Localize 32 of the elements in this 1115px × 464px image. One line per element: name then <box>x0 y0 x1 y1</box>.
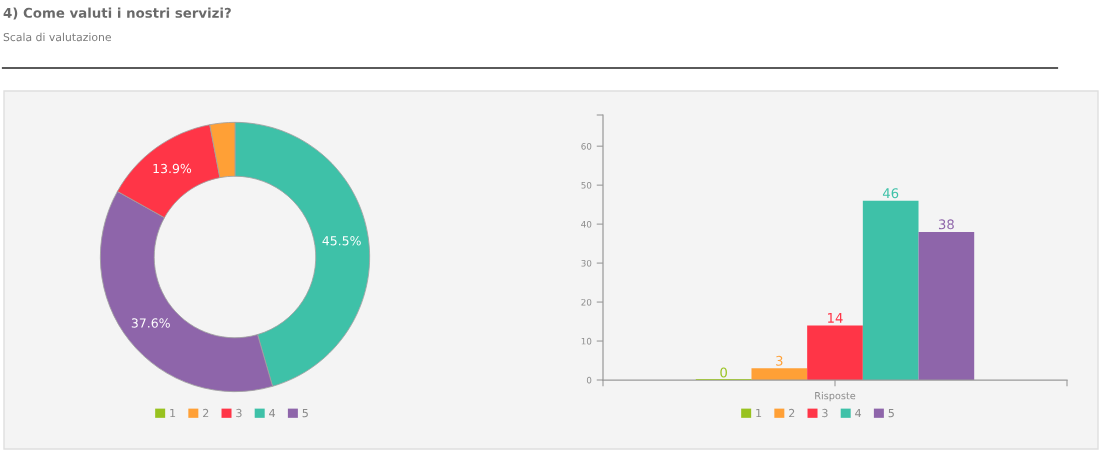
bar <box>862 200 919 380</box>
legend-label: 1 <box>756 408 762 418</box>
data-label: 38 <box>938 219 954 230</box>
data-label: 13.9% <box>153 163 192 174</box>
chart-title: 4) Come valuti i nostri servizi? <box>3 7 231 20</box>
legend-label: 2 <box>203 408 209 418</box>
legend-label: 4 <box>855 408 862 418</box>
x-tick-label: Risposte <box>815 391 856 402</box>
chart-subtitle: Scala di valutazione <box>3 32 111 42</box>
y-tick-label: 30 <box>581 259 592 267</box>
y-tick-label: 60 <box>581 143 592 150</box>
legend-label: 5 <box>888 408 894 418</box>
data-label: 0 <box>720 367 727 378</box>
legend-label: 3 <box>236 408 242 418</box>
bar <box>807 325 863 380</box>
data-label: 3 <box>776 355 783 366</box>
y-tick-label: 20 <box>581 298 592 306</box>
legend-label: 3 <box>822 408 828 418</box>
legend-label: 1 <box>170 408 176 418</box>
legend-label: 4 <box>269 408 276 418</box>
y-tick-label: 10 <box>581 337 592 345</box>
data-label: 37.6% <box>131 318 170 328</box>
bar <box>918 231 975 380</box>
bar <box>751 368 808 380</box>
legend-label: 2 <box>789 408 795 418</box>
data-label: 46 <box>882 188 899 199</box>
y-tick-label: 50 <box>581 181 592 189</box>
y-tick-label: 0 <box>586 376 592 384</box>
data-label: 14 <box>828 313 843 323</box>
data-label: 45.5% <box>322 235 361 246</box>
y-tick-label: 40 <box>581 220 592 228</box>
legend-label: 5 <box>302 408 308 418</box>
